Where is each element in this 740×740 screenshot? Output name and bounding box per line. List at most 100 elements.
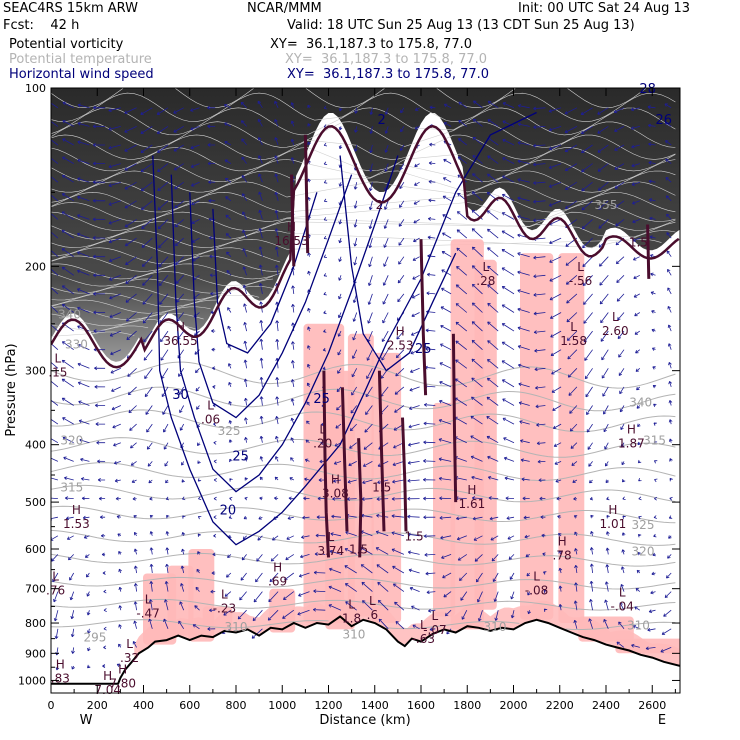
theta-contour-label: 310 <box>342 628 365 642</box>
wind-vector <box>517 345 530 351</box>
pv-extremum-value: .15 <box>48 366 67 380</box>
wind-vector <box>597 107 609 115</box>
pv-extremum-marker: H <box>331 473 340 487</box>
wind-vector <box>668 438 673 443</box>
wind-vector <box>441 287 452 295</box>
wind-vector <box>375 530 389 537</box>
wind-vector <box>384 163 389 172</box>
wind-vector <box>323 291 327 296</box>
wind-vector <box>472 118 483 127</box>
wind-vector <box>274 210 279 220</box>
wind-vector <box>411 605 420 611</box>
wind-vector <box>583 293 593 305</box>
wind-vector <box>258 516 263 520</box>
wind-vector <box>486 416 499 425</box>
wind-speed-contour <box>170 155 399 493</box>
wind-vector <box>225 233 232 239</box>
pv-extremum-marker: H <box>608 503 617 517</box>
wind-vector <box>140 163 153 172</box>
wind-vector <box>395 368 405 377</box>
pv-extremum-value: -.47 <box>136 607 159 621</box>
wind-vector <box>190 107 200 112</box>
x-end-label-east: E <box>658 713 666 728</box>
wind-vector <box>618 368 625 376</box>
wind-vector <box>428 198 436 203</box>
wind-vector <box>244 477 248 481</box>
wind-vector <box>307 363 311 369</box>
wind-vector <box>441 554 452 559</box>
wind-vector <box>287 516 294 520</box>
wind-vector <box>534 348 546 353</box>
wind-vector <box>241 156 247 164</box>
pv-extremum-marker: L <box>348 598 355 612</box>
wind-vector <box>259 357 264 369</box>
wind-vector <box>252 609 263 622</box>
theta-contour-label: 315 <box>60 481 83 495</box>
theta-isentrope-strat <box>51 238 662 257</box>
wind-vector <box>573 515 578 519</box>
wind-vector <box>444 609 452 617</box>
wind-vector <box>581 163 593 173</box>
field-name-wind: Horizontal wind speed <box>9 67 154 82</box>
wind-vector <box>517 289 530 295</box>
wind-vector <box>456 247 468 258</box>
theta-isentrope-strat <box>51 107 676 136</box>
wind-vector <box>573 600 578 611</box>
wind-vector <box>631 643 640 648</box>
wind-vector <box>599 275 609 286</box>
wind-vector <box>51 554 59 562</box>
wind-vector <box>414 107 420 111</box>
wind-vector <box>471 283 483 295</box>
wind-vector <box>108 107 121 112</box>
wind-vector <box>527 610 531 615</box>
wind-vector <box>126 312 137 322</box>
wind-vector <box>124 181 137 190</box>
wind-vector <box>176 293 185 303</box>
wind-vector <box>501 230 515 239</box>
wind-vector <box>533 125 546 130</box>
wind-vector <box>638 496 642 501</box>
theta-isentrope <box>51 386 676 412</box>
y-tick-label: 1000 <box>18 674 46 687</box>
x-tick-label: 1000 <box>268 699 296 712</box>
pv-extremum-value: .6 <box>367 608 378 622</box>
wind-vector <box>501 249 515 258</box>
wind-vector <box>517 104 530 109</box>
wind-vector <box>604 581 609 592</box>
wind-vector <box>307 345 311 350</box>
stratospheric-pv-shading <box>51 88 680 362</box>
wind-vector <box>140 144 153 153</box>
wind-vector <box>605 547 610 555</box>
wind-vector <box>408 423 420 429</box>
pv-extremum-marker: L <box>126 637 133 651</box>
pv-extremum-value: .83 <box>51 672 70 686</box>
wind-vector <box>165 563 169 574</box>
wind-vector <box>87 664 91 669</box>
wind-vector <box>664 103 672 109</box>
wind-vector <box>290 398 295 406</box>
wind-vector <box>128 405 137 414</box>
wind-vector <box>520 458 530 462</box>
wind-vector <box>141 237 153 248</box>
wind-vector <box>471 302 483 313</box>
wind-vector <box>368 182 373 192</box>
wind-vector <box>131 479 137 483</box>
x-tick-label: 2400 <box>592 699 620 712</box>
wind-vector <box>118 643 122 648</box>
pv-extremum-marker: L <box>432 609 439 623</box>
wind-vector <box>382 275 389 286</box>
wind-vector <box>333 461 342 465</box>
pv-contour <box>377 370 386 532</box>
wind-vector <box>290 157 295 164</box>
wind-vector <box>101 552 106 557</box>
wind-vector <box>564 181 578 190</box>
wind-vector <box>175 275 184 284</box>
wind-vector <box>651 310 656 314</box>
wind-vector <box>535 385 546 390</box>
wind-vector <box>307 123 311 127</box>
theta-isentrope-strat <box>51 230 676 248</box>
wind-vector <box>209 273 216 278</box>
wind-vector <box>645 646 656 651</box>
wind-vector <box>633 293 640 298</box>
wind-vector <box>338 293 342 300</box>
